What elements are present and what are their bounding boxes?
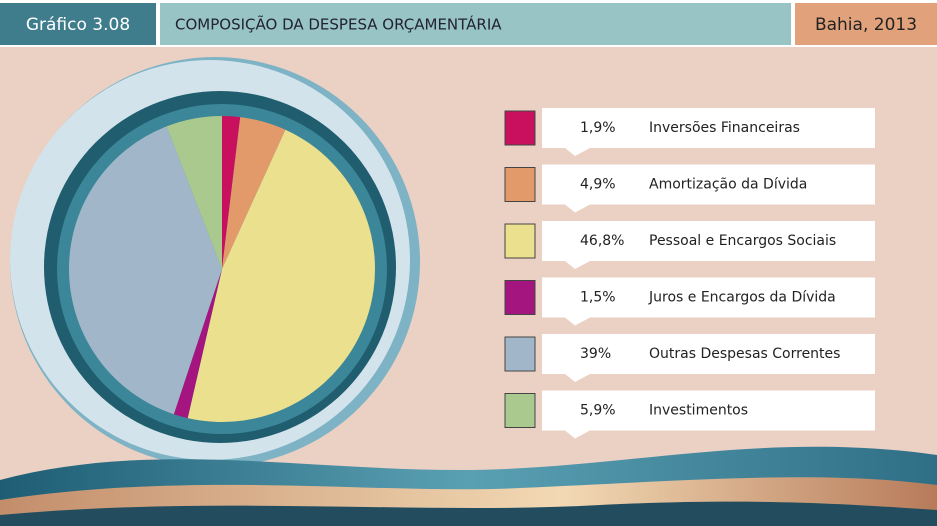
legend-swatch (505, 394, 535, 428)
legend-label: Outras Despesas Correntes (649, 346, 840, 362)
legend-value: 1,5% (580, 290, 616, 306)
legend-value: 1,9% (580, 120, 616, 136)
legend-value: 5,9% (580, 403, 616, 419)
legend-value: 4,9% (580, 177, 616, 193)
legend-swatch (505, 337, 535, 371)
legend-label: Investimentos (649, 403, 748, 419)
legend-swatch (505, 224, 535, 258)
legend-label: Amortização da Dívida (649, 177, 807, 193)
chart-label: Gráfico 3.08 (26, 15, 130, 35)
legend-swatch (505, 281, 535, 315)
chart: Gráfico 3.08 COMPOSIÇÃO DA DESPESA ORÇAM… (0, 0, 937, 526)
legend-value: 46,8% (580, 233, 624, 249)
legend-value: 39% (580, 346, 611, 362)
legend-label: Pessoal e Encargos Sociais (649, 233, 836, 249)
legend-swatch (505, 111, 535, 145)
legend-swatch (505, 168, 535, 202)
chart-title: COMPOSIÇÃO DA DESPESA ORÇAMENTÁRIA (175, 15, 502, 34)
chart-subtitle: Bahia, 2013 (815, 15, 917, 35)
legend-label: Juros e Encargos da Dívida (648, 290, 836, 306)
legend-label: Inversões Financeiras (649, 120, 800, 136)
